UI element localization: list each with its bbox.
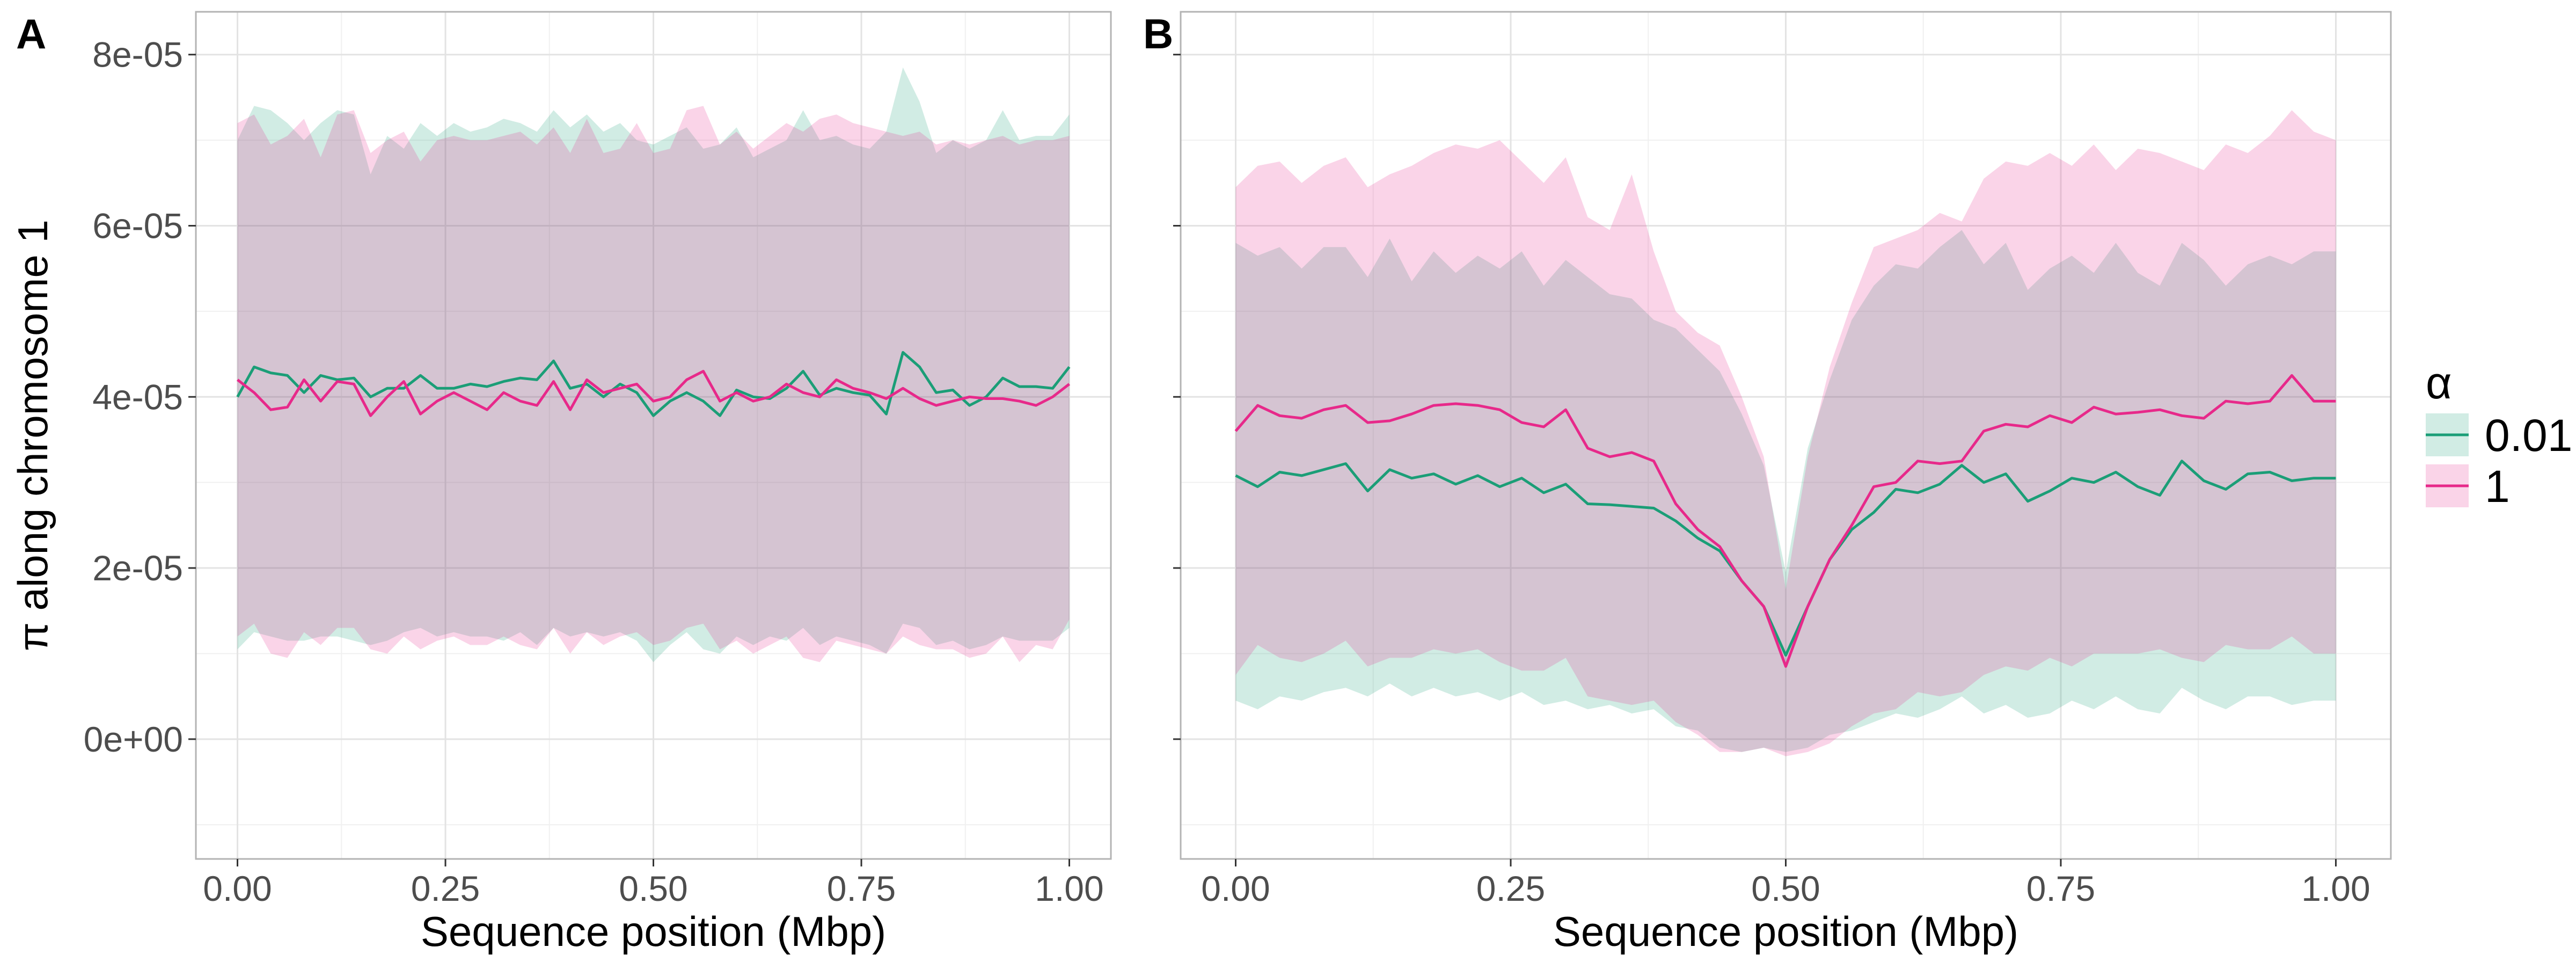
y-tick-label: 4e-05 [92, 377, 183, 417]
x-axis-title: Sequence position (Mbp) [1553, 908, 2018, 955]
legend-label: 1 [2485, 461, 2510, 512]
y-tick-label: 8e-05 [92, 35, 183, 75]
x-tick-label: 0.00 [203, 869, 272, 908]
legend-item-0: 0.01 [2426, 410, 2573, 461]
ribbon-series-0 [237, 67, 1070, 662]
line-series-1 [1234, 374, 2336, 668]
legend-item-1: 1 [2426, 461, 2510, 512]
legend-label: 0.01 [2485, 410, 2573, 461]
line-series-0 [236, 351, 1071, 417]
legend-title: α [2426, 358, 2452, 408]
panel-b: 0.00 0.25 0.50 0.75 1.00 B Sequence position… [1143, 10, 2392, 955]
x-tick-label: 1.00 [2301, 869, 2370, 908]
x-tick-label: 0.25 [411, 869, 480, 908]
legend: α 0.01 1 [2426, 358, 2573, 512]
x-tick-label: 0.50 [619, 869, 687, 908]
x-tick-label: 0.75 [2026, 869, 2095, 908]
x-tick-label: 0.50 [1751, 869, 1820, 908]
x-tick-label: 1.00 [1035, 869, 1103, 908]
y-tick-label: 0e+00 [84, 719, 183, 759]
ribbon-series-0 [1235, 230, 2336, 752]
line-series-1 [236, 370, 1071, 417]
panel-tag: A [16, 10, 46, 57]
x-tick-label: 0.25 [1476, 869, 1545, 908]
ribbon-series-1 [237, 106, 1070, 662]
x-tick-label: 0.00 [1201, 869, 1270, 908]
ribbon-series-1 [1235, 110, 2336, 756]
y-axis-title: π along chromosome 1 [9, 220, 56, 651]
x-axis-title: Sequence position (Mbp) [421, 908, 886, 955]
y-tick-label: 2e-05 [92, 548, 183, 588]
panel-tag: B [1143, 10, 1173, 57]
line-series-0 [1235, 460, 2336, 657]
y-tick-label: 6e-05 [92, 206, 183, 245]
panel-a: 0.00 0.25 0.50 0.75 1.00 0e+00 2e-05 4e-05 6e-05… [9, 10, 1112, 955]
x-tick-label: 0.75 [827, 869, 896, 908]
